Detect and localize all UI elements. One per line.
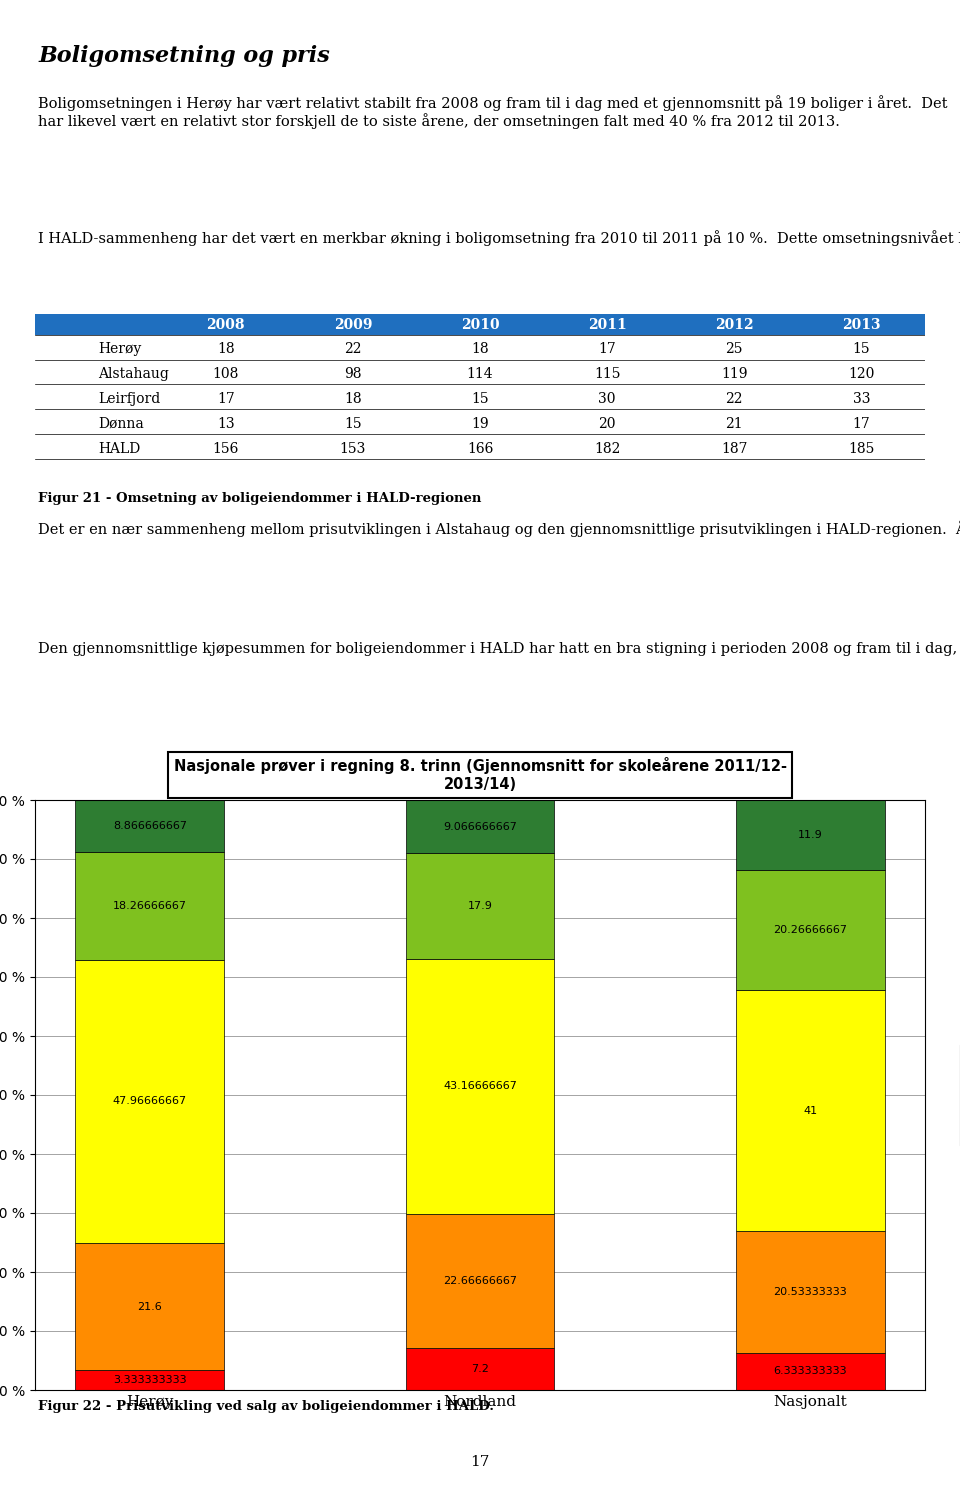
Text: 2011: 2011 bbox=[588, 318, 627, 331]
Text: 22: 22 bbox=[344, 342, 362, 357]
Text: 30: 30 bbox=[598, 392, 616, 406]
Bar bbox=[76, 1242, 224, 1370]
Bar bbox=[76, 851, 224, 960]
Text: 185: 185 bbox=[849, 441, 875, 456]
Text: Figur 22 - Prisutvikling ved salg av boligeiendommer i HALD.: Figur 22 - Prisutvikling ved salg av bol… bbox=[38, 1400, 494, 1413]
Text: 19: 19 bbox=[471, 416, 489, 431]
Text: 18.26666667: 18.26666667 bbox=[112, 901, 187, 911]
Text: 18: 18 bbox=[471, 342, 489, 357]
Text: 114: 114 bbox=[467, 367, 493, 382]
Bar bbox=[736, 799, 884, 869]
Text: Leirfjord: Leirfjord bbox=[99, 392, 161, 406]
Text: Alstahaug: Alstahaug bbox=[99, 367, 170, 382]
Text: 98: 98 bbox=[344, 367, 362, 382]
Text: 2010: 2010 bbox=[461, 318, 499, 331]
Text: 2008: 2008 bbox=[206, 318, 245, 331]
Text: 3.333333333: 3.333333333 bbox=[113, 1375, 186, 1385]
Text: 108: 108 bbox=[212, 367, 239, 382]
Bar bbox=[736, 1232, 884, 1352]
Bar bbox=[406, 853, 554, 958]
Text: I HALD-sammenheng har det vært en merkbar økning i boligomsetning fra 2010 til 2: I HALD-sammenheng har det vært en merkba… bbox=[38, 230, 960, 245]
Bar bbox=[736, 990, 884, 1232]
Bar bbox=[736, 869, 884, 990]
Text: 43.16666667: 43.16666667 bbox=[444, 1082, 516, 1091]
Title: Nasjonale prøver i regning 8. trinn (Gjennomsnitt for skoleårene 2011/12-
2013/1: Nasjonale prøver i regning 8. trinn (Gje… bbox=[174, 758, 786, 792]
Text: 119: 119 bbox=[721, 367, 748, 382]
Text: 41: 41 bbox=[804, 1106, 817, 1116]
Text: 6.333333333: 6.333333333 bbox=[774, 1366, 847, 1376]
Text: HALD: HALD bbox=[99, 441, 141, 456]
Text: 17: 17 bbox=[217, 392, 234, 406]
Text: Figur 21 - Omsetning av boligeiendommer i HALD-regionen: Figur 21 - Omsetning av boligeiendommer … bbox=[38, 492, 482, 505]
Text: 22: 22 bbox=[726, 392, 743, 406]
Text: 9.066666667: 9.066666667 bbox=[444, 822, 516, 832]
Bar bbox=[406, 1214, 554, 1348]
Bar bbox=[76, 960, 224, 1242]
Text: 17.9: 17.9 bbox=[468, 902, 492, 911]
Text: 2013: 2013 bbox=[842, 318, 880, 331]
Text: 182: 182 bbox=[594, 441, 620, 456]
Text: 17: 17 bbox=[852, 416, 871, 431]
Bar bbox=[406, 799, 554, 853]
Bar bbox=[76, 799, 224, 851]
Text: 22.66666667: 22.66666667 bbox=[443, 1275, 517, 1285]
Text: 17: 17 bbox=[470, 1455, 490, 1470]
Text: Det er en nær sammenheng mellom prisutviklingen i Alstahaug og den gjennomsnittl: Det er en nær sammenheng mellom prisutvi… bbox=[38, 520, 960, 536]
Text: 115: 115 bbox=[594, 367, 620, 382]
Text: 13: 13 bbox=[217, 416, 234, 431]
Text: 47.96666667: 47.96666667 bbox=[112, 1097, 187, 1107]
Text: 2012: 2012 bbox=[715, 318, 754, 331]
Text: Den gjennomsnittlige kjøpesummen for boligeiendommer i HALD har hatt en bra stig: Den gjennomsnittlige kjøpesummen for bol… bbox=[38, 640, 960, 655]
Text: 153: 153 bbox=[340, 441, 366, 456]
Text: 21.6: 21.6 bbox=[137, 1302, 162, 1312]
Text: 120: 120 bbox=[849, 367, 875, 382]
Text: 187: 187 bbox=[721, 441, 748, 456]
Text: 18: 18 bbox=[217, 342, 234, 357]
Text: 15: 15 bbox=[852, 342, 871, 357]
Bar bbox=[406, 1348, 554, 1389]
Text: 2009: 2009 bbox=[334, 318, 372, 331]
Bar bbox=[76, 1370, 224, 1389]
Text: Boligomsetning og pris: Boligomsetning og pris bbox=[38, 45, 330, 67]
Text: 17: 17 bbox=[598, 342, 616, 357]
Bar bbox=[406, 958, 554, 1214]
Text: 15: 15 bbox=[471, 392, 489, 406]
Text: Herøy: Herøy bbox=[99, 342, 142, 357]
Text: 25: 25 bbox=[726, 342, 743, 357]
Text: 15: 15 bbox=[344, 416, 362, 431]
Text: 20.26666667: 20.26666667 bbox=[773, 924, 848, 935]
Text: 33: 33 bbox=[852, 392, 870, 406]
Text: 11.9: 11.9 bbox=[798, 829, 823, 840]
FancyBboxPatch shape bbox=[35, 315, 925, 334]
Text: Boligomsetningen i Herøy har vært relativt stabilt fra 2008 og fram til i dag me: Boligomsetningen i Herøy har vært relati… bbox=[38, 95, 948, 129]
Text: Dønna: Dønna bbox=[99, 416, 144, 431]
Text: 8.866666667: 8.866666667 bbox=[112, 820, 187, 831]
Bar bbox=[736, 1352, 884, 1389]
Text: 7.2: 7.2 bbox=[471, 1364, 489, 1373]
Text: 20.53333333: 20.53333333 bbox=[774, 1287, 847, 1297]
Text: 156: 156 bbox=[212, 441, 239, 456]
Text: 20: 20 bbox=[598, 416, 616, 431]
Text: 21: 21 bbox=[726, 416, 743, 431]
Text: 166: 166 bbox=[467, 441, 493, 456]
Text: 18: 18 bbox=[344, 392, 362, 406]
